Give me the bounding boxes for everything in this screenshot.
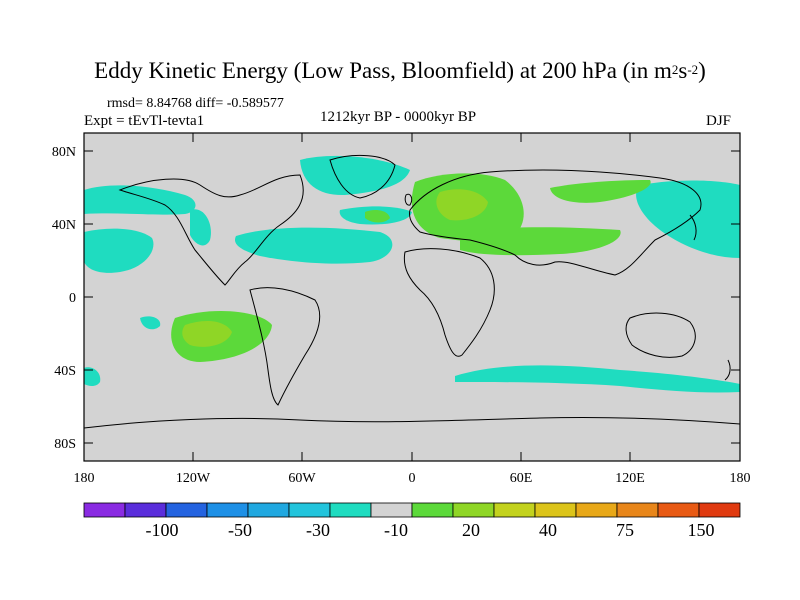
coast-australia [625, 312, 696, 358]
colorbar-label: 75 [616, 520, 634, 540]
coast-north-america [118, 174, 304, 286]
anomaly-north-pacific-band [84, 228, 154, 273]
anomaly-south-pacific-small [140, 316, 161, 330]
anomaly-southern-ocean [455, 365, 740, 393]
anomaly-fields [84, 155, 740, 393]
lon-label: 60E [510, 471, 533, 486]
colorbar-label: 40 [539, 520, 557, 540]
anomaly-west-us [190, 209, 211, 246]
colorbar-box [206, 502, 249, 518]
colorbar-box [534, 502, 577, 518]
lat-label: 40N [52, 218, 76, 233]
colorbar-label: -10 [384, 520, 408, 540]
coast-europe-asia [409, 169, 702, 276]
lat-label: 0 [69, 291, 76, 306]
experiment-label: Expt = tEvTl-tevta1 [84, 113, 205, 129]
period-label: 1212kyr BP - 0000kyr BP [320, 109, 477, 125]
anomaly-nw-pacific [636, 180, 740, 258]
coast-africa [403, 248, 495, 357]
colorbar-box [124, 502, 167, 518]
colorbar-box [493, 502, 536, 518]
lat-label: 80S [54, 437, 76, 452]
colorbar-box [452, 502, 495, 518]
colorbar-box [83, 502, 126, 518]
stats-text: rmsd= 8.84768 diff= -0.589577 [107, 96, 284, 111]
colorbar-label: 20 [462, 520, 480, 540]
colorbar-box [329, 502, 372, 518]
coast-japan [689, 214, 697, 241]
anomaly-europe-inner [436, 189, 488, 221]
colorbar [83, 502, 741, 518]
lon-label: 180 [730, 471, 751, 486]
lat-axis [84, 150, 740, 444]
lon-label: 120E [615, 471, 645, 486]
lon-label: 0 [409, 471, 416, 486]
colorbar-box [370, 502, 413, 518]
colorbar-box [411, 502, 454, 518]
lon-label: 180 [74, 471, 95, 486]
anomaly-north-atlantic [235, 227, 393, 264]
season-label: DJF [706, 113, 732, 129]
anomaly-middle-east-band [460, 227, 621, 256]
plot-title: Eddy Kinetic Energy (Low Pass, Bloomfiel… [94, 58, 706, 83]
lon-label: 120W [176, 471, 211, 486]
anomaly-south-pacific-inner [182, 320, 232, 347]
anomaly-south-pacific-west [84, 367, 101, 386]
colorbar-label: -100 [146, 520, 179, 540]
lon-axis [83, 133, 631, 461]
lon-label: 60W [288, 471, 316, 486]
anomaly-siberia [550, 180, 651, 203]
colorbar-box [698, 502, 741, 518]
colorbar-box [165, 502, 208, 518]
anomaly-canada [300, 155, 410, 196]
colorbar-label: -30 [306, 520, 330, 540]
coast-uk [404, 193, 413, 206]
lat-label: 80N [52, 145, 76, 160]
colorbar-label: 150 [688, 520, 715, 540]
colorbar-label: -50 [228, 520, 252, 540]
colorbar-box [616, 502, 659, 518]
lat-label: 40S [54, 364, 76, 379]
coast-greenland [329, 155, 396, 199]
coast-antarctica [84, 416, 740, 429]
anomaly-north-atlantic-green [365, 210, 390, 223]
coast-new-zealand [724, 359, 731, 381]
colorbar-box [288, 502, 331, 518]
colorbar-box [247, 502, 290, 518]
coastlines [84, 155, 740, 429]
colorbar-labels: -100 -50 -30 -10 20 40 75 150 [146, 520, 715, 540]
colorbar-box [657, 502, 700, 518]
colorbar-box [575, 502, 618, 518]
coast-south-america [249, 287, 321, 406]
